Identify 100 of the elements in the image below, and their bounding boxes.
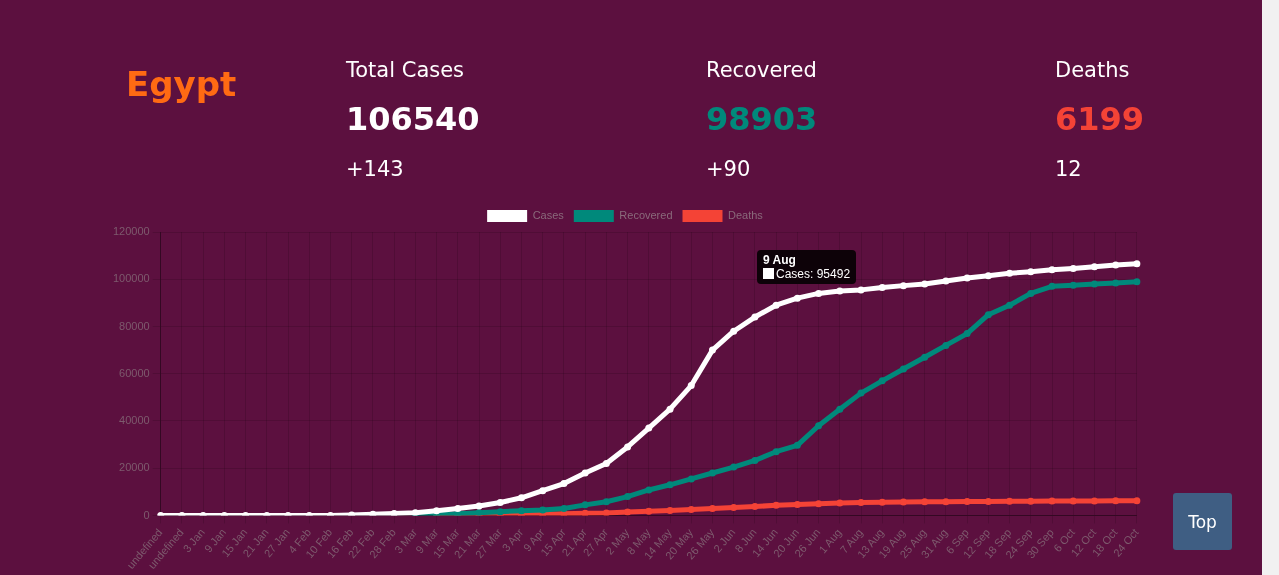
point [581, 469, 589, 477]
point [645, 507, 653, 515]
point [645, 424, 653, 432]
point [857, 286, 865, 294]
point [517, 507, 525, 515]
point [1090, 280, 1098, 288]
legend-label: Deaths [728, 209, 764, 222]
point [560, 504, 568, 512]
point [708, 346, 716, 354]
point [1069, 497, 1077, 505]
point [963, 274, 971, 282]
text: Recovered [706, 58, 817, 82]
point [751, 456, 759, 464]
y-tick-label: 20000 [119, 461, 150, 474]
point [1133, 260, 1141, 268]
point [1133, 278, 1141, 286]
point [666, 507, 674, 515]
text: Deaths [1055, 58, 1130, 82]
point [921, 353, 929, 361]
point [1069, 281, 1077, 289]
point [1090, 263, 1098, 271]
point [390, 510, 398, 516]
point [921, 280, 929, 288]
point [1112, 261, 1120, 269]
point [942, 341, 950, 349]
point [1133, 497, 1141, 505]
legend-label: Recovered [619, 209, 673, 222]
point [878, 284, 886, 292]
point [475, 502, 483, 510]
point [730, 503, 738, 511]
point [815, 500, 823, 508]
point [899, 498, 907, 506]
point [836, 499, 844, 507]
point [602, 460, 610, 468]
point [624, 443, 632, 451]
point [772, 448, 780, 456]
point [1048, 266, 1056, 274]
point [624, 508, 632, 516]
point [1048, 497, 1056, 505]
point [1027, 497, 1035, 505]
point [984, 311, 992, 319]
point [899, 365, 907, 373]
text: 98903 [706, 100, 818, 138]
point [1027, 268, 1035, 276]
point [730, 463, 738, 471]
point [517, 494, 525, 502]
point [857, 389, 865, 397]
point [963, 498, 971, 506]
point [984, 498, 992, 506]
y-tick-label: 40000 [119, 414, 150, 427]
point [624, 493, 632, 501]
y-tick-label: 120000 [112, 225, 150, 238]
point [454, 504, 462, 512]
text: 6199 [1055, 100, 1145, 138]
point [539, 487, 547, 495]
point [1006, 269, 1014, 277]
point [708, 469, 716, 477]
point [666, 405, 674, 413]
point [1027, 289, 1035, 297]
point [496, 499, 504, 506]
text: +143 [346, 157, 404, 181]
text: 12 [1055, 157, 1082, 181]
text: Total Cases [346, 58, 465, 82]
point [751, 313, 759, 321]
text: +90 [706, 157, 751, 181]
point [751, 503, 759, 511]
point [433, 507, 441, 515]
point [942, 498, 950, 506]
point [1112, 497, 1120, 505]
point [815, 422, 823, 430]
point [921, 498, 929, 506]
point [730, 327, 738, 335]
point [1048, 282, 1056, 290]
point [581, 501, 589, 509]
point [878, 377, 886, 385]
point [645, 486, 653, 494]
point [793, 441, 801, 449]
point [560, 480, 568, 488]
point [815, 289, 823, 297]
y-tick-label: 60000 [119, 366, 150, 379]
point [687, 382, 695, 390]
chart-title: Egypt [126, 64, 237, 104]
point [1090, 497, 1098, 505]
point [942, 277, 950, 285]
y-tick-label: 80000 [119, 319, 150, 332]
point [581, 509, 589, 516]
point [602, 498, 610, 506]
point [666, 481, 674, 489]
point [708, 504, 716, 512]
y-tick-label: 100000 [112, 272, 150, 285]
text: Top [1173, 493, 1232, 550]
text: 106540 [346, 100, 480, 138]
point [984, 272, 992, 280]
point [602, 509, 610, 516]
annotation: 9 Aug [763, 253, 796, 267]
point [1006, 301, 1014, 309]
point [857, 499, 865, 506]
point [1069, 264, 1077, 272]
point [772, 301, 780, 309]
legend-label: Cases [532, 209, 565, 222]
